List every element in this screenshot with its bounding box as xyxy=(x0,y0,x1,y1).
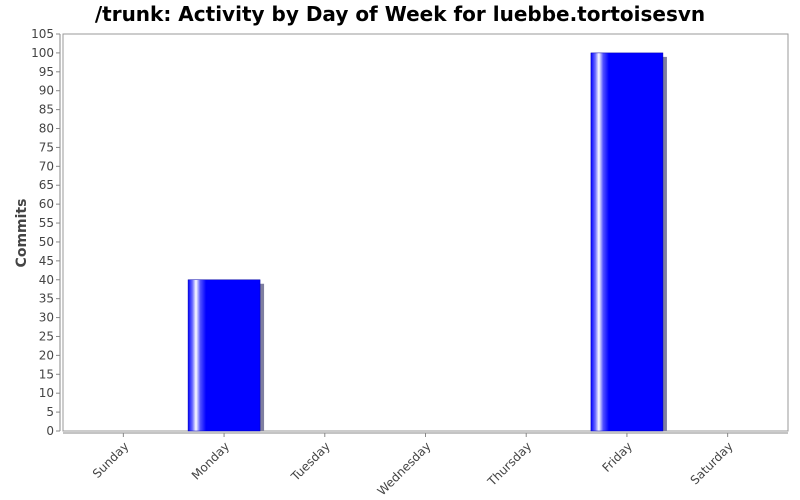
bars xyxy=(187,52,667,432)
y-tick-label: 40 xyxy=(39,273,54,287)
y-tick-label: 50 xyxy=(39,235,54,249)
chart-title: /trunk: Activity by Day of Week for lueb… xyxy=(94,2,706,26)
x-tick-label: Monday xyxy=(189,439,232,482)
bar-monday xyxy=(187,279,261,432)
y-axis: 0 5 10 15 20 25 30 35 40 45 50 55 60 65 70 75 80 85 90 95 10… xyxy=(31,27,61,438)
y-tick-label: 65 xyxy=(39,178,54,192)
x-tick-label: Sunday xyxy=(90,439,132,481)
y-tick-label: 95 xyxy=(39,65,54,79)
y-tick-label: 20 xyxy=(39,348,54,362)
x-tick-label: Wednesday xyxy=(375,439,434,498)
y-tick-label: 60 xyxy=(39,197,54,211)
x-tick-label: Tuesday xyxy=(288,439,333,484)
x-axis: Sunday Monday Tuesday Wednesday Thursday Frid… xyxy=(63,432,788,498)
y-tick-label: 45 xyxy=(39,254,54,268)
y-tick-label: 105 xyxy=(31,27,54,41)
y-tick-label: 100 xyxy=(31,46,54,60)
y-tick-label: 70 xyxy=(39,159,54,173)
y-tick-label: 10 xyxy=(39,386,54,400)
y-tick-label: 90 xyxy=(39,84,54,98)
x-tick-label: Thursday xyxy=(484,439,534,489)
plot-area xyxy=(62,33,789,432)
x-tick-label: Friday xyxy=(599,439,635,475)
y-tick-label: 5 xyxy=(46,405,54,419)
y-tick-label: 35 xyxy=(39,292,54,306)
y-tick-label: 30 xyxy=(39,311,54,325)
y-tick-label: 15 xyxy=(39,367,54,381)
y-tick-label: 80 xyxy=(39,122,54,136)
y-tick-label: 85 xyxy=(39,103,54,117)
y-tick-label: 0 xyxy=(46,424,54,438)
y-tick-label: 75 xyxy=(39,140,54,154)
y-tick-label: 25 xyxy=(39,329,54,343)
y-axis-label: Commits xyxy=(14,199,30,268)
x-tick-label: Saturday xyxy=(688,439,736,487)
y-tick-label: 55 xyxy=(39,216,54,230)
bar-friday xyxy=(590,52,664,432)
